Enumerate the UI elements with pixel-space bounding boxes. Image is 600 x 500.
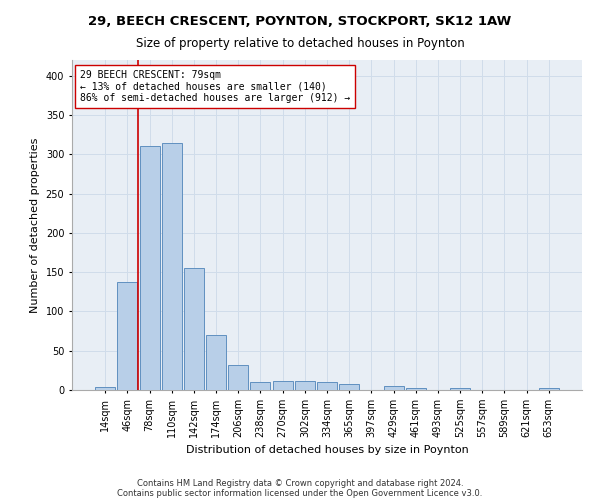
Bar — [118, 282, 137, 390]
Text: 29, BEECH CRESCENT, POYNTON, STOCKPORT, SK12 1AW: 29, BEECH CRESCENT, POYNTON, STOCKPORT, … — [88, 15, 512, 28]
Bar — [383, 386, 404, 390]
X-axis label: Distribution of detached houses by size in Poynton: Distribution of detached houses by size … — [185, 446, 469, 456]
Text: Size of property relative to detached houses in Poynton: Size of property relative to detached ho… — [136, 38, 464, 51]
Bar — [95, 387, 115, 390]
Text: Contains HM Land Registry data © Crown copyright and database right 2024.: Contains HM Land Registry data © Crown c… — [137, 478, 463, 488]
Text: Contains public sector information licensed under the Open Government Licence v3: Contains public sector information licen… — [118, 488, 482, 498]
Bar — [250, 382, 271, 390]
Bar — [228, 365, 248, 390]
Y-axis label: Number of detached properties: Number of detached properties — [30, 138, 40, 312]
Bar — [140, 146, 160, 390]
Bar — [406, 388, 426, 390]
Bar — [295, 380, 315, 390]
Bar — [272, 380, 293, 390]
Text: 29 BEECH CRESCENT: 79sqm
← 13% of detached houses are smaller (140)
86% of semi-: 29 BEECH CRESCENT: 79sqm ← 13% of detach… — [80, 70, 350, 103]
Bar — [206, 335, 226, 390]
Bar — [339, 384, 359, 390]
Bar — [162, 144, 182, 390]
Bar — [184, 268, 204, 390]
Bar — [539, 388, 559, 390]
Bar — [450, 388, 470, 390]
Bar — [317, 382, 337, 390]
